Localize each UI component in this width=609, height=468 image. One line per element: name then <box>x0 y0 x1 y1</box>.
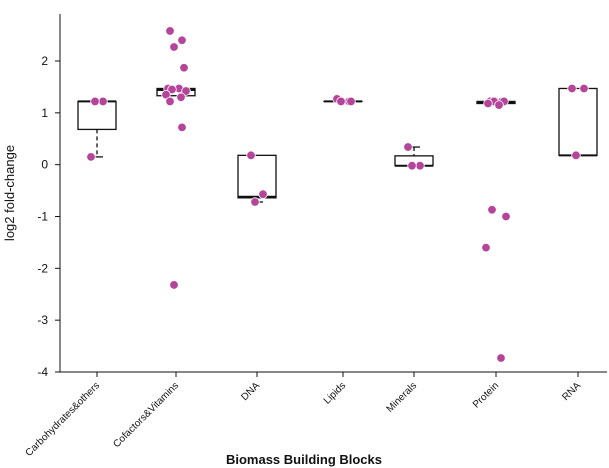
x-axis-title: Biomass Building Blocks <box>226 452 382 467</box>
box-0 <box>77 100 117 158</box>
y-tick-label: 1 <box>41 106 48 120</box>
data-point <box>258 189 268 199</box>
data-point <box>487 205 497 215</box>
data-point <box>579 83 589 94</box>
x-tick-label: DNA <box>239 380 262 403</box>
x-tick-label: Cofactors&Vitamins <box>111 380 181 450</box>
data-point <box>250 197 260 207</box>
data-point <box>165 96 175 107</box>
data-point <box>246 150 256 161</box>
data-point <box>169 280 179 290</box>
box-6 <box>558 87 598 157</box>
box-2 <box>237 154 277 203</box>
data-point <box>336 96 346 107</box>
x-tick-label: Lipids <box>322 380 348 406</box>
data-point <box>483 98 493 109</box>
y-tick-label: -3 <box>37 313 48 327</box>
data-point <box>181 86 191 96</box>
data-point <box>571 150 581 161</box>
y-tick-label: 0 <box>41 158 48 172</box>
points-layer <box>86 26 589 363</box>
data-point <box>177 122 187 133</box>
data-point <box>90 96 100 107</box>
data-point <box>501 211 511 222</box>
data-point <box>176 92 186 102</box>
data-point <box>165 26 175 36</box>
x-tick-label: Protein <box>471 380 501 410</box>
x-axis-ticks: Carbohydrates&others Cofactors&Vitamins DN… <box>24 372 583 459</box>
y-tick-label: -1 <box>37 210 48 224</box>
data-point <box>98 96 108 107</box>
data-point <box>407 161 417 171</box>
x-tick-label: Minerals <box>385 380 420 415</box>
y-tick-label: 2 <box>41 54 48 68</box>
data-point <box>86 152 96 162</box>
data-point <box>177 35 187 45</box>
data-point <box>496 353 506 363</box>
y-tick-label: -4 <box>37 365 48 379</box>
box-iqr <box>237 154 277 199</box>
y-axis-title: log2 fold-change <box>2 145 17 241</box>
plot-area: -4 -3 -2 -1 0 1 2 Carbohydrates&others Cofactor… <box>24 14 607 459</box>
x-tick-label: RNA <box>560 380 583 403</box>
data-point <box>481 242 491 253</box>
data-point <box>346 96 356 107</box>
y-axis-ticks: -4 -3 -2 -1 0 1 2 <box>37 54 60 379</box>
boxes-layer <box>77 87 598 203</box>
data-point <box>179 63 189 73</box>
y-tick-label: -2 <box>37 261 48 275</box>
x-tick-label: Carbohydrates&others <box>24 380 103 459</box>
data-point <box>403 142 413 152</box>
data-point <box>169 42 179 52</box>
data-point <box>167 84 177 95</box>
data-point <box>415 161 425 171</box>
data-point <box>494 100 504 110</box>
data-point <box>567 83 577 94</box>
box-iqr <box>558 87 598 156</box>
